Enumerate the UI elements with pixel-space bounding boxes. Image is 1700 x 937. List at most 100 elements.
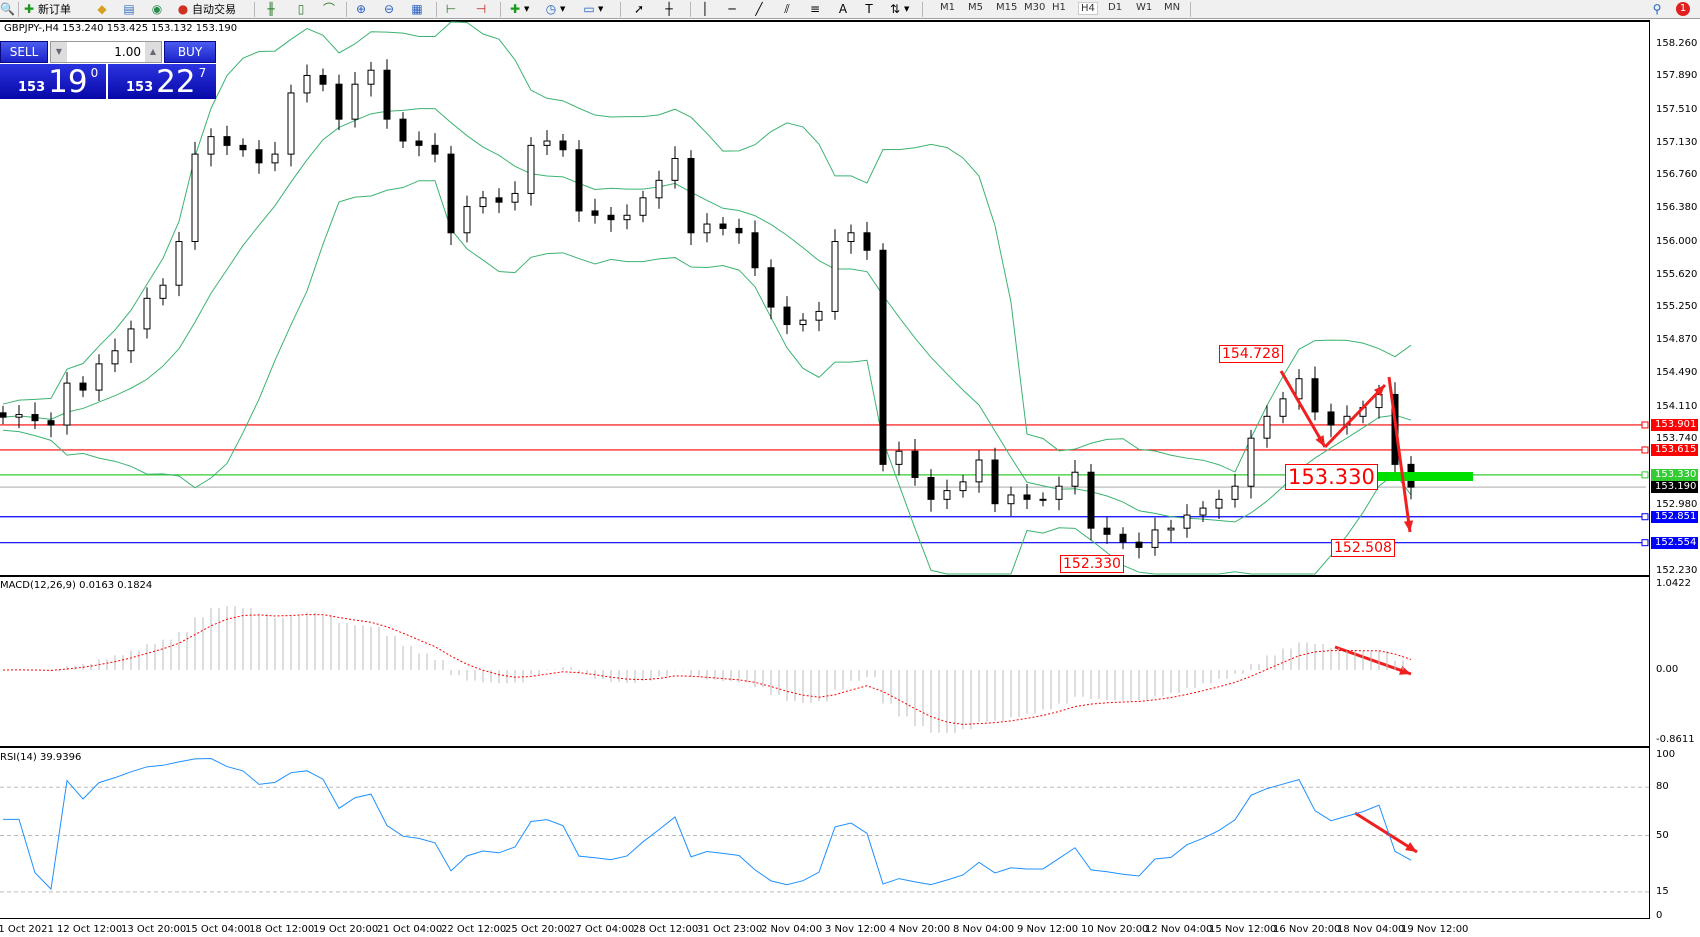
- time-axis-line: [0, 918, 1650, 919]
- time-tick: 18 Nov 04:00: [1337, 924, 1405, 935]
- trendline-button[interactable]: ╱: [752, 1, 766, 17]
- auto-scroll-icon: ⊢: [445, 2, 457, 16]
- signals-button[interactable]: ◉: [150, 1, 164, 17]
- cursor-button[interactable]: ➚: [632, 1, 646, 17]
- candle-body: [511, 192, 519, 203]
- candle-body: [799, 319, 807, 326]
- pane-separator: [0, 575, 1650, 577]
- crosshair-button[interactable]: ┼: [662, 1, 676, 17]
- time-tick: 8 Nov 04:00: [953, 924, 1015, 935]
- periods-button[interactable]: ◷ ▼: [545, 2, 566, 16]
- zoom-icon[interactable]: 🔍: [0, 2, 15, 16]
- timeframe-m30[interactable]: M30: [1024, 2, 1046, 13]
- bar-chart-button[interactable]: ╫: [264, 1, 278, 17]
- search-button[interactable]: ⚲: [1650, 1, 1664, 17]
- annotation-low-recent[interactable]: 152.508: [1331, 539, 1395, 557]
- timeframe-w1[interactable]: W1: [1136, 2, 1153, 13]
- annotation-level[interactable]: 153.330: [1285, 464, 1378, 490]
- macd-down-arrow: [1334, 645, 1412, 676]
- volume-value[interactable]: 1.00: [114, 45, 141, 59]
- volume-decrease-button[interactable]: ▼: [51, 42, 67, 62]
- time-tick: 10 Nov 20:00: [1081, 924, 1149, 935]
- horizontal-line-button[interactable]: ─: [725, 1, 739, 17]
- candle-body: [543, 140, 551, 146]
- timeframe-mn[interactable]: MN: [1164, 2, 1181, 13]
- level-handle: [1641, 421, 1649, 429]
- line-chart-icon: ⌒: [322, 2, 335, 16]
- auto-trading-icon: ●: [177, 2, 189, 16]
- candle-body: [767, 267, 775, 308]
- vertical-line-button[interactable]: │: [698, 1, 712, 17]
- sell-button[interactable]: SELL: [0, 41, 48, 63]
- chart-shift-button[interactable]: ⊣: [474, 1, 488, 17]
- auto-trading-button[interactable]: ● 自动交易: [177, 2, 236, 16]
- annotation-high[interactable]: 154.728: [1219, 345, 1283, 363]
- navigator-button[interactable]: ▤: [122, 1, 136, 17]
- candle-body: [927, 476, 935, 500]
- arrows-button[interactable]: ⇅ ▼: [889, 2, 910, 16]
- macd-down-arrow-head: [1399, 665, 1411, 675]
- candle-body: [95, 363, 103, 391]
- time-tick: 4 Nov 20:00: [889, 924, 951, 935]
- volume-increase-button[interactable]: ▲: [145, 42, 161, 62]
- candle-body: [847, 232, 855, 243]
- time-tick: 12 Nov 04:00: [1145, 924, 1213, 935]
- tile-windows-button[interactable]: ▦: [410, 1, 424, 17]
- channel-button[interactable]: ⫽: [780, 1, 794, 17]
- rsi-label: RSI(14) 39.9396: [0, 752, 82, 763]
- price-tick: 157.130: [1656, 136, 1698, 148]
- candle-body: [271, 153, 279, 164]
- gold-icon: ◆: [97, 2, 107, 16]
- candle-body: [383, 69, 391, 120]
- text-label-button[interactable]: T: [862, 1, 876, 17]
- candle-body: [991, 459, 999, 505]
- time-tick: 27 Oct 04:00: [569, 924, 635, 935]
- price-tick: 154.110: [1656, 400, 1698, 412]
- indicators-button[interactable]: ✚ ▼: [509, 2, 530, 16]
- text-button[interactable]: A: [836, 1, 850, 17]
- up-arrow-head: [1373, 385, 1385, 397]
- notifications-button[interactable]: 1: [1676, 1, 1690, 17]
- price-tick: 157.510: [1656, 103, 1698, 115]
- annotation-low[interactable]: 152.330: [1060, 555, 1124, 573]
- market-watch-button[interactable]: ◆: [95, 1, 109, 17]
- text-icon: A: [838, 2, 848, 16]
- arrows-icon: ⇅: [889, 2, 901, 16]
- buy-price[interactable]: 153 22 7: [108, 64, 216, 99]
- candle-body: [911, 450, 919, 478]
- chart-window[interactable]: [0, 20, 1650, 918]
- buy-button[interactable]: BUY: [164, 41, 216, 63]
- level-handle: [1641, 513, 1649, 521]
- bollinger-upper: [2, 21, 1412, 473]
- timeframe-m5[interactable]: M5: [968, 2, 983, 13]
- time-tick: 22 Oct 12:00: [441, 924, 507, 935]
- zoom-in-button[interactable]: ⊕: [354, 1, 368, 17]
- candle-body: [111, 350, 119, 365]
- macd-label: MACD(12,26,9) 0.0163 0.1824: [0, 580, 153, 591]
- indicators-icon: ✚: [509, 2, 521, 16]
- candle-body: [463, 206, 471, 234]
- timeframe-h4[interactable]: H4: [1078, 2, 1098, 15]
- new-order-button[interactable]: ✚ 新订单: [23, 2, 71, 16]
- time-tick: 9 Nov 12:00: [1017, 924, 1079, 935]
- timeframe-m15[interactable]: M15: [996, 2, 1018, 13]
- candlestick-chart-button[interactable]: ▯: [294, 1, 308, 17]
- timeframe-h1[interactable]: H1: [1052, 2, 1066, 13]
- line-chart-button[interactable]: ⌒: [322, 1, 336, 17]
- volume-field[interactable]: ▼ 1.00 ▲: [50, 41, 162, 63]
- template-icon: ▭: [583, 2, 595, 16]
- candle-body: [367, 69, 375, 85]
- candle-body: [495, 197, 503, 203]
- zoom-out-button[interactable]: ⊖: [382, 1, 396, 17]
- candle-body: [1263, 415, 1271, 439]
- candle-body: [1295, 378, 1303, 400]
- auto-scroll-button[interactable]: ⊢: [444, 1, 458, 17]
- pane-separator: [0, 746, 1650, 748]
- sell-price[interactable]: 153 19 0: [0, 64, 106, 99]
- timeframe-d1[interactable]: D1: [1108, 2, 1123, 13]
- candle-body: [1151, 529, 1159, 548]
- templates-button[interactable]: ▭ ▼: [583, 2, 604, 16]
- fibonacci-button[interactable]: ≡: [808, 1, 822, 17]
- timeframe-m1[interactable]: M1: [940, 2, 955, 13]
